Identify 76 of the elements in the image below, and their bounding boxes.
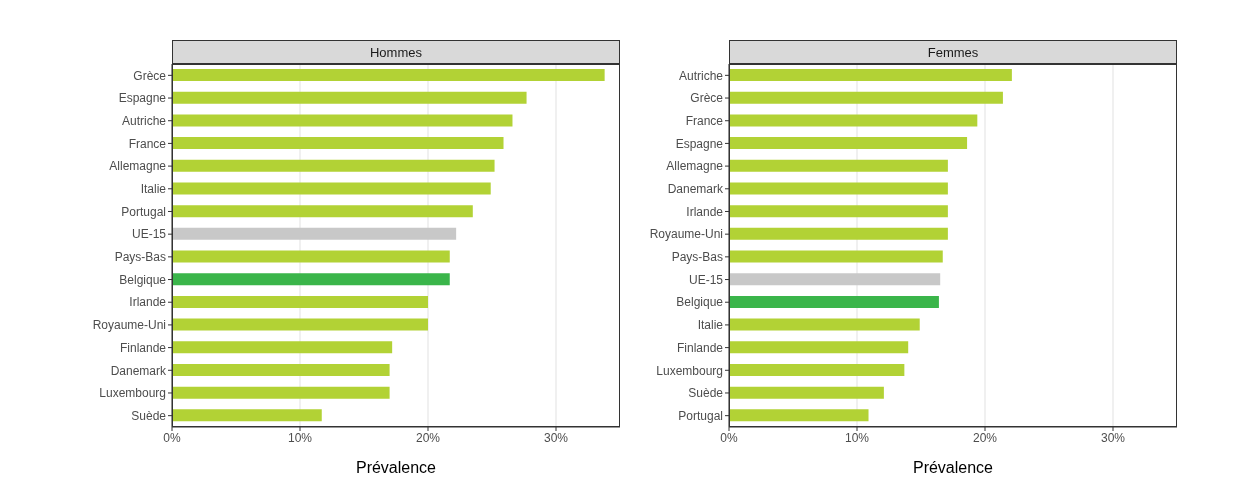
x-tick-label: 0% — [163, 430, 181, 445]
y-tick-label: Espagne — [675, 136, 724, 151]
y-tick-label: Portugal — [121, 204, 166, 219]
bar — [729, 341, 909, 354]
y-tick-label: Italie — [140, 182, 167, 197]
chart-title: Hommes — [172, 40, 620, 64]
y-tick-label: Suède — [131, 408, 167, 423]
bar — [172, 341, 393, 354]
bar — [729, 159, 948, 172]
bar — [172, 69, 605, 81]
y-tick-label: Royaume-Uni — [649, 227, 723, 242]
bar — [729, 114, 978, 127]
x-tick-label: 30% — [543, 430, 569, 445]
x-tick-label: 10% — [287, 430, 313, 445]
bar — [729, 409, 869, 422]
x-tick-label: 30% — [1100, 430, 1126, 445]
y-tick-label: Royaume-Uni — [92, 318, 166, 333]
y-tick-label: Pays-Bas — [114, 250, 166, 265]
bar — [729, 91, 1003, 104]
y-tick-label: UE-15 — [131, 227, 167, 242]
y-tick-label: Danemark — [667, 182, 724, 197]
bar — [172, 182, 491, 195]
x-tick-label: 20% — [415, 430, 441, 445]
x-tick-label: 20% — [972, 430, 998, 445]
y-tick-label: Luxembourg — [656, 363, 723, 378]
bar — [172, 295, 428, 308]
x-tick-label: 10% — [844, 430, 870, 445]
x-axis-title: Prévalence — [912, 459, 994, 476]
bar — [729, 137, 968, 150]
y-tick-label: Finlande — [119, 340, 167, 355]
bar — [172, 159, 495, 172]
bar — [729, 182, 948, 195]
y-tick-label: Belgique — [676, 295, 724, 310]
bar — [172, 273, 450, 286]
y-tick-label: Belgique — [119, 272, 167, 287]
bar — [172, 409, 322, 422]
bar — [729, 205, 948, 218]
y-tick-label: Autriche — [678, 68, 724, 83]
y-tick-label: Finlande — [676, 340, 724, 355]
bar — [172, 250, 450, 263]
y-tick-label: UE-15 — [688, 272, 724, 287]
y-tick-label: Allemagne — [666, 159, 724, 174]
bar — [172, 91, 527, 104]
bar — [172, 137, 504, 150]
y-tick-label: Autriche — [121, 113, 167, 128]
x-axis-title: Prévalence — [355, 459, 437, 476]
y-tick-label: Allemagne — [109, 159, 167, 174]
y-tick-label: Grèce — [690, 91, 724, 106]
y-tick-label: Pays-Bas — [671, 250, 723, 265]
y-tick-label: Portugal — [678, 408, 723, 423]
y-tick-label: Italie — [697, 318, 724, 333]
bar — [172, 386, 390, 399]
y-tick-label: Danemark — [110, 363, 167, 378]
bar — [729, 295, 939, 308]
y-tick-label: Espagne — [118, 91, 167, 106]
bar — [729, 386, 884, 399]
bar — [172, 227, 457, 240]
x-tick-label: 0% — [720, 430, 738, 445]
chart-title: Femmes — [729, 40, 1177, 64]
y-tick-label: France — [128, 136, 167, 151]
bar — [729, 363, 905, 376]
bar — [729, 318, 920, 331]
bar — [172, 318, 428, 331]
bar — [172, 363, 390, 376]
bar — [729, 250, 943, 263]
bar — [172, 114, 513, 127]
y-tick-label: Irlande — [686, 204, 724, 219]
bar — [729, 69, 1012, 81]
y-tick-label: Luxembourg — [99, 386, 166, 401]
y-tick-label: Suède — [688, 386, 724, 401]
bar — [172, 205, 473, 218]
y-tick-label: Grèce — [133, 68, 167, 83]
y-tick-label: Irlande — [129, 295, 167, 310]
bar — [729, 227, 948, 240]
bar — [729, 273, 941, 286]
y-tick-label: France — [685, 113, 724, 128]
